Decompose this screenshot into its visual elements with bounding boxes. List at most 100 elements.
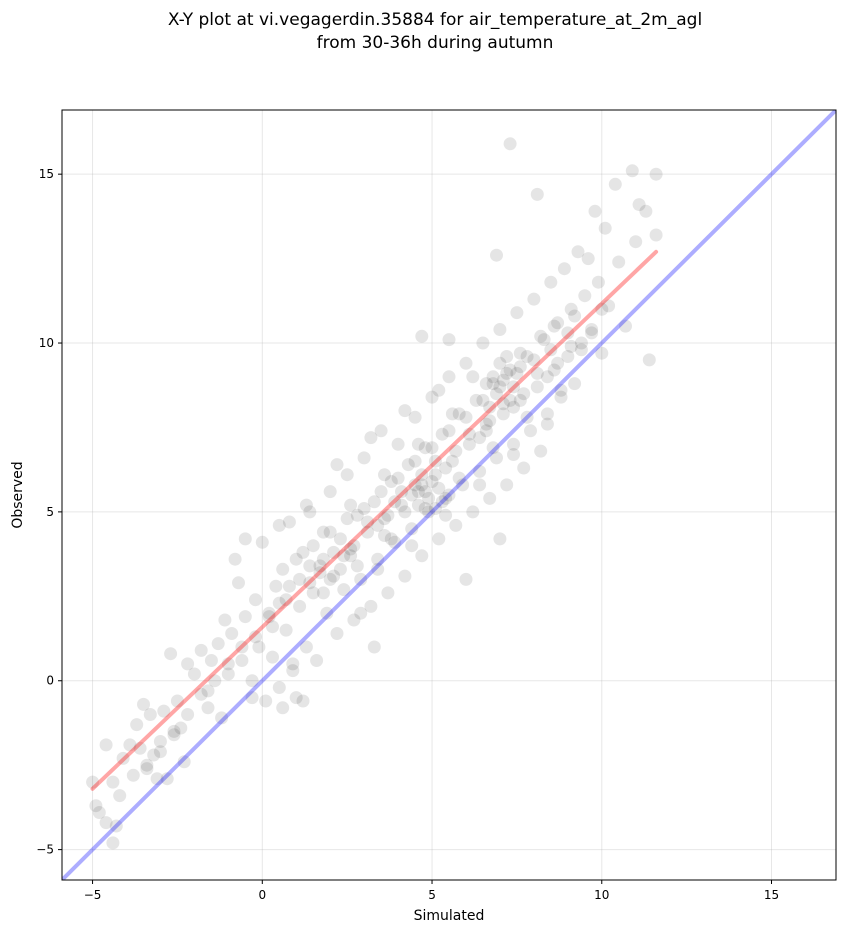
- data-point: [578, 289, 592, 303]
- data-point: [591, 275, 605, 289]
- data-point: [571, 245, 585, 259]
- data-point: [316, 525, 330, 539]
- data-point: [500, 478, 514, 492]
- data-point: [395, 485, 408, 499]
- data-point: [157, 704, 171, 718]
- data-point: [167, 728, 181, 742]
- data-point: [530, 366, 544, 380]
- data-point: [564, 302, 578, 316]
- data-point: [327, 569, 341, 583]
- data-point: [89, 799, 103, 813]
- data-point: [486, 370, 500, 384]
- data-point: [507, 448, 520, 461]
- data-point: [585, 326, 599, 340]
- data-point: [289, 691, 303, 705]
- data-point: [327, 545, 341, 559]
- data-point: [510, 306, 524, 320]
- data-point: [649, 228, 663, 242]
- data-point: [296, 694, 310, 708]
- data-point: [320, 606, 334, 620]
- data-point: [574, 343, 588, 357]
- data-point: [612, 255, 626, 269]
- y-tick-label: −5: [36, 843, 54, 857]
- data-point: [289, 552, 303, 566]
- data-point: [462, 437, 476, 451]
- data-point: [395, 498, 408, 512]
- data-point: [561, 350, 575, 363]
- data-point: [303, 559, 317, 573]
- data-point: [86, 775, 100, 789]
- data-point: [245, 674, 259, 688]
- data-point: [554, 390, 568, 404]
- y-tick-label: 5: [46, 505, 54, 519]
- data-point: [140, 762, 154, 776]
- data-point: [249, 593, 262, 607]
- axis-ticks: −5 0 5 10 15 −5 0 5 10 15: [36, 167, 779, 902]
- data-point: [442, 370, 456, 384]
- data-point: [608, 177, 622, 191]
- data-point: [130, 718, 144, 732]
- data-point: [442, 333, 456, 347]
- data-point: [486, 377, 500, 391]
- data-point: [496, 397, 510, 411]
- data-point: [449, 444, 463, 458]
- data-point: [384, 475, 398, 488]
- data-point: [490, 248, 503, 262]
- data-point: [330, 627, 344, 640]
- data-point: [357, 502, 371, 515]
- data-point: [544, 275, 558, 289]
- data-point: [228, 552, 242, 566]
- data-point: [316, 586, 330, 600]
- data-point: [388, 495, 402, 509]
- data-point: [503, 393, 517, 407]
- data-point: [445, 407, 459, 421]
- data-point: [350, 508, 364, 522]
- data-point: [140, 758, 154, 772]
- data-point: [530, 380, 544, 394]
- data-point: [374, 424, 388, 438]
- data-point: [347, 613, 361, 627]
- data-point: [286, 664, 300, 678]
- data-point: [378, 468, 391, 482]
- data-point: [557, 262, 571, 276]
- data-point: [235, 654, 249, 667]
- data-point: [340, 468, 354, 482]
- data-point: [503, 137, 517, 151]
- data-point: [293, 599, 307, 613]
- data-point: [408, 454, 422, 468]
- data-point: [408, 410, 422, 424]
- data-point: [378, 529, 391, 542]
- data-point: [479, 377, 493, 391]
- data-point: [445, 454, 459, 468]
- x-axis-label: Simulated: [414, 908, 485, 924]
- data-point: [432, 532, 446, 546]
- data-point: [503, 363, 517, 377]
- data-point: [418, 485, 432, 499]
- data-point: [422, 505, 436, 519]
- data-point: [537, 333, 551, 347]
- data-point: [232, 576, 245, 590]
- data-point: [595, 302, 609, 316]
- data-point: [425, 475, 439, 488]
- data-point: [293, 572, 307, 586]
- data-point: [456, 478, 470, 492]
- data-point: [401, 458, 415, 472]
- data-point: [408, 478, 422, 492]
- data-point: [568, 377, 582, 391]
- data-point: [361, 515, 374, 529]
- x-tick-label: 0: [258, 888, 266, 902]
- data-point: [544, 343, 558, 357]
- data-point: [619, 319, 632, 333]
- data-point: [415, 478, 429, 492]
- chart-title: X-Y plot at vi.vegagerdin.35884 for air_…: [168, 10, 702, 30]
- data-point: [507, 380, 520, 394]
- data-point: [513, 360, 527, 374]
- data-point: [411, 498, 425, 512]
- data-point: [350, 559, 364, 573]
- data-point: [269, 579, 283, 593]
- data-point: [493, 323, 507, 336]
- data-point: [221, 667, 235, 681]
- data-point: [252, 640, 266, 654]
- data-point: [249, 630, 262, 644]
